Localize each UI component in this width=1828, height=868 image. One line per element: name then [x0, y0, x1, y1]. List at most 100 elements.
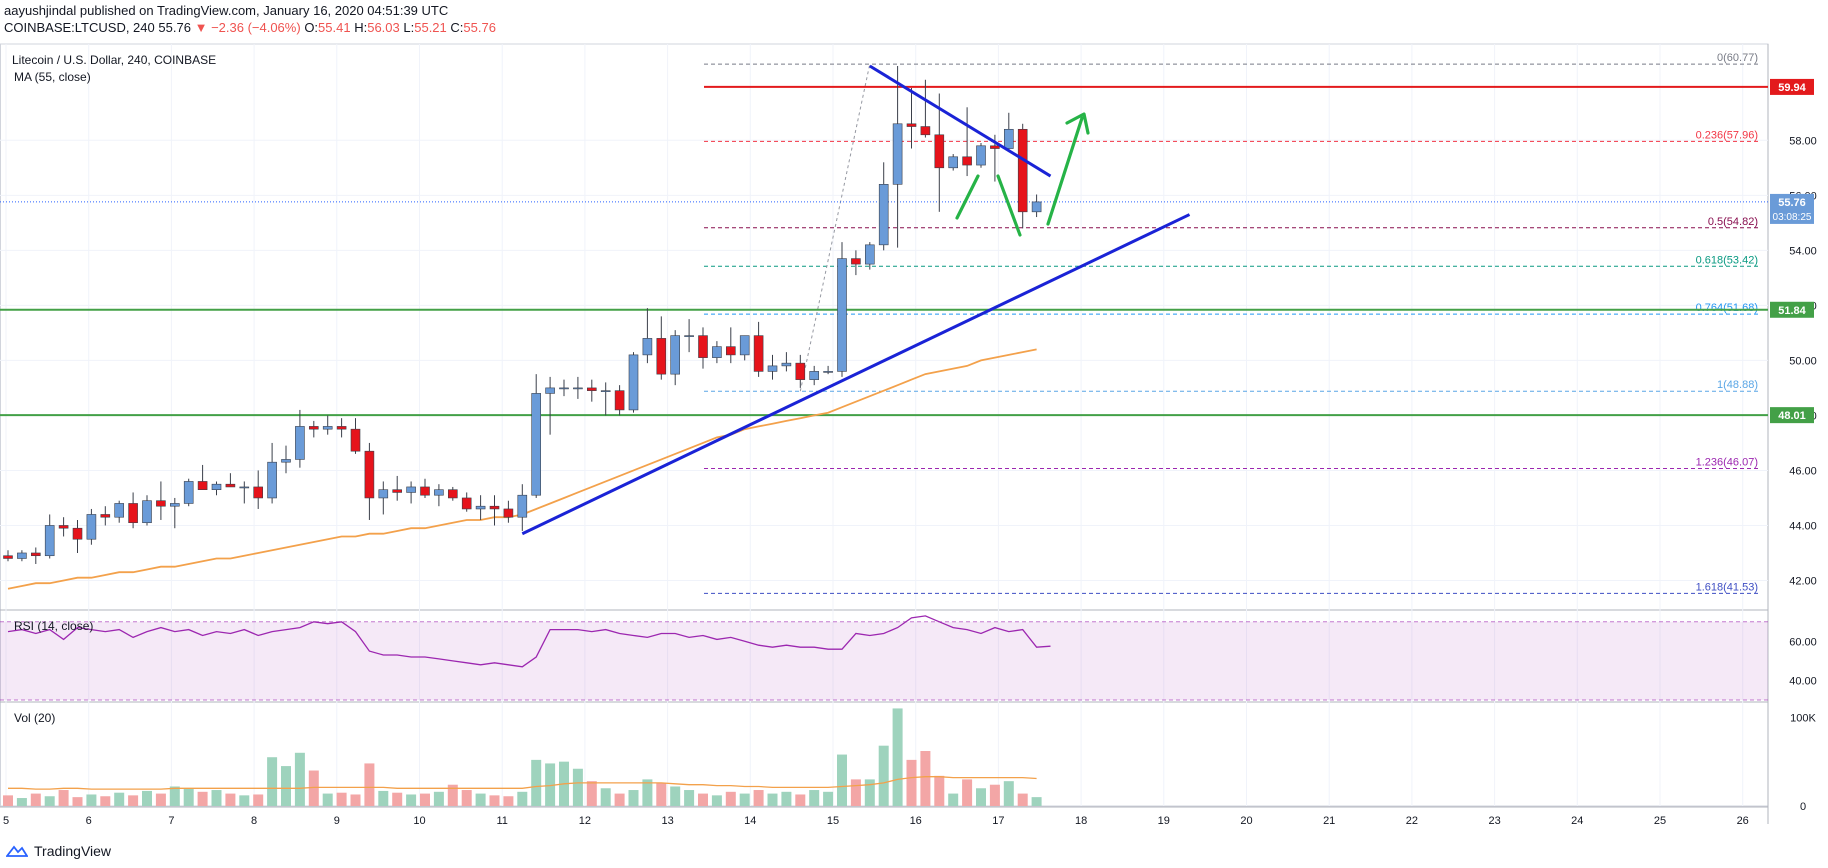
volume-bar [30, 793, 41, 806]
vol-legend: Vol (20) [14, 711, 55, 725]
time-tick-label: 21 [1323, 815, 1335, 827]
candle-body [322, 426, 333, 430]
volume-bar [336, 792, 347, 806]
grid [0, 43, 1769, 824]
volume-bar [142, 790, 152, 806]
candle-body [1017, 128, 1028, 213]
volume-bar [837, 754, 847, 806]
volume-bar [461, 790, 472, 806]
volume-bar [253, 794, 264, 806]
ohlc-h-label: H: [354, 20, 368, 35]
candle-body [739, 335, 750, 356]
fib-level-label: 1(48.88) [1717, 379, 1758, 391]
candle-body [225, 483, 236, 488]
volume-bar [447, 784, 458, 806]
publish-date: published on TradingView.com, January 16… [79, 3, 449, 18]
price-level-label: 59.94 [1778, 82, 1806, 94]
volume-bar [517, 791, 528, 806]
volume-bar [753, 790, 764, 806]
last-price: 55.76 [158, 20, 191, 35]
candle-body [364, 450, 375, 499]
candle-body [281, 459, 291, 463]
fibonacci-retracement[interactable]: 0(60.77) 0.236(57.96) 0.5(54.82) 0.618(53.4… [704, 52, 1758, 594]
rsi-tick-label: 40.00 [1789, 675, 1817, 687]
volume-bar [3, 795, 13, 806]
time-tick-label: 10 [413, 815, 425, 827]
volume-bar [1017, 793, 1028, 806]
candle-body [308, 426, 319, 430]
time-tick-label: 26 [1737, 815, 1749, 827]
rsi-pane [0, 615, 1768, 701]
volume-bar [183, 788, 194, 806]
tradingview-brand[interactable]: TradingView [6, 843, 111, 859]
candle-body [183, 481, 194, 504]
candle-body [851, 258, 861, 265]
time-tick-label: 25 [1654, 815, 1666, 827]
trend-drawings[interactable] [521, 64, 1191, 536]
candle-body [253, 486, 263, 499]
candle-body [447, 489, 458, 499]
rsi-band [0, 621, 1768, 700]
current-price-label: 55.76 [1778, 197, 1806, 209]
candle-body [531, 393, 542, 496]
candle-body [670, 335, 681, 375]
candle-body [44, 525, 55, 557]
candle-body [864, 244, 875, 265]
volume-bar [739, 793, 750, 806]
candle-body [86, 514, 97, 540]
horizontal-levels[interactable] [0, 85, 1768, 417]
volume-ma-line [8, 776, 1037, 790]
candle-body [17, 552, 27, 559]
time-tick-label: 5 [3, 815, 9, 827]
publisher-name[interactable]: aayushjindal [4, 3, 77, 18]
ma55-line [7, 348, 1037, 590]
time-tick-label: 13 [661, 815, 673, 827]
volume-bar [225, 793, 236, 806]
volume-bar [628, 790, 639, 806]
candle-body [350, 428, 361, 452]
rsi-legend: RSI (14, close) [14, 619, 93, 633]
volume-tick-label: 100K [1790, 712, 1816, 724]
fib-level-label: 0.618(53.42) [1696, 254, 1758, 266]
candle-body [628, 354, 639, 411]
fib-level-label: 0.764(51.68) [1696, 302, 1758, 314]
volume-bar [976, 788, 986, 806]
candle-body [878, 184, 889, 246]
volume-bar [294, 752, 305, 806]
candle-body [434, 489, 444, 496]
candle-body [267, 461, 277, 499]
candle-body [809, 371, 820, 380]
time-tick-label: 15 [827, 815, 839, 827]
price-tick-label: 54.00 [1789, 245, 1817, 257]
time-tick-label: 22 [1406, 815, 1418, 827]
volume-bar [503, 796, 514, 806]
tradingview-logo-icon [6, 845, 28, 857]
volume-bar [989, 784, 1000, 806]
ohlc-l-label: L: [403, 20, 415, 35]
brand-name: TradingView [34, 843, 112, 859]
candle-body [823, 371, 833, 373]
candle-body [142, 500, 152, 524]
candlesticks [3, 66, 1042, 564]
volume-bar [364, 763, 375, 806]
ma-line [7, 348, 1037, 590]
price-level-tag [1770, 78, 1814, 95]
candle-body [892, 123, 903, 185]
axes: 42.0044.0046.0048.0050.0052.0054.0056.00… [3, 78, 1817, 827]
candle-body [976, 145, 986, 166]
time-tick-label: 8 [251, 815, 257, 827]
ohlc-open: 55.41 [318, 20, 351, 35]
price-tick-label: 58.00 [1789, 135, 1817, 147]
volume-bar [322, 793, 333, 806]
price-level-label: 51.84 [1778, 305, 1806, 317]
volume-bar [725, 791, 736, 806]
volume-bar [197, 791, 208, 806]
candle-body [990, 145, 1000, 149]
volume-bar [392, 792, 403, 806]
upper-trendline [869, 64, 1052, 178]
volume-bar [489, 795, 500, 806]
candle-body [545, 387, 555, 394]
volume-bar [795, 794, 806, 806]
candle-body [656, 338, 667, 375]
